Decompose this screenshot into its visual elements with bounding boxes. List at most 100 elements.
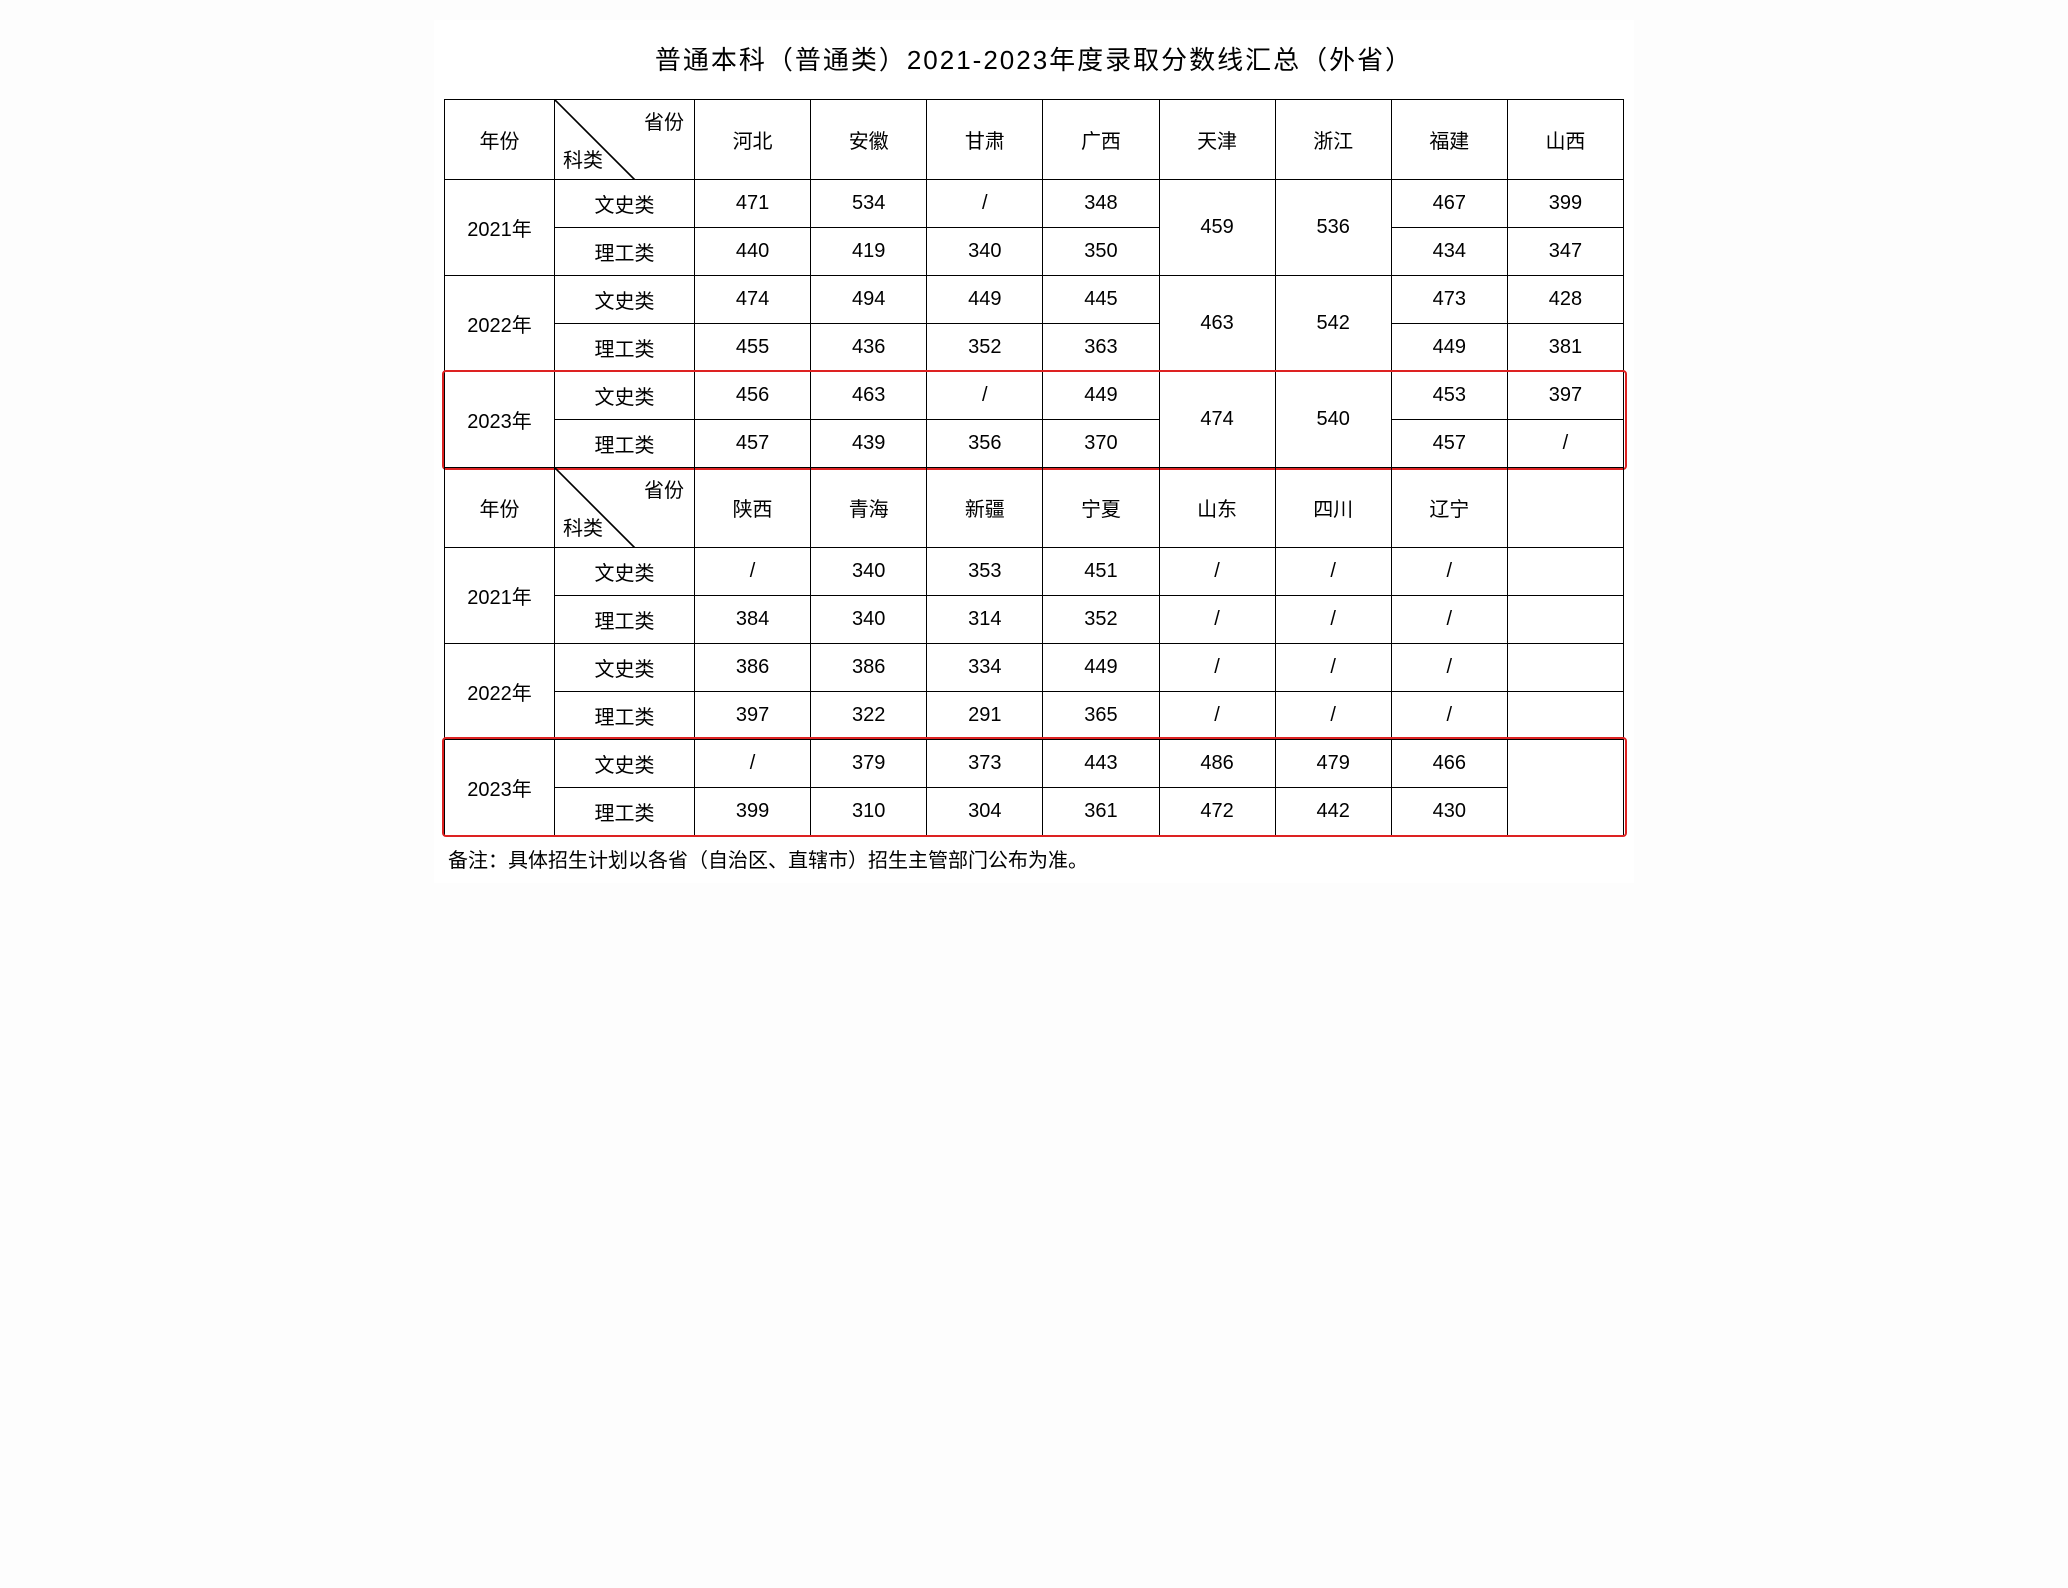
score-cell: / <box>1275 595 1391 643</box>
diag-bottom-label: 科类 <box>563 144 603 173</box>
score-cell: 381 <box>1507 324 1623 372</box>
score-cell: 449 <box>927 276 1043 324</box>
category-cell: 理工类 <box>555 787 695 835</box>
score-cell-merged: 459 <box>1159 180 1275 276</box>
score-cell: 463 <box>811 372 927 420</box>
province-header: 辽宁 <box>1391 467 1507 547</box>
table-row: 理工类457439356370457/ <box>445 420 1624 468</box>
province-header: 山东 <box>1159 467 1275 547</box>
admission-table-2: 年份 省份 科类 陕西 青海 新疆 宁夏 山东 四川 辽宁 2021年文史类 <box>444 467 1624 836</box>
score-cell: 397 <box>1507 372 1623 420</box>
score-cell-merged: 540 <box>1275 372 1391 468</box>
header-diagonal: 省份 科类 <box>555 467 695 547</box>
score-cell: 353 <box>927 547 1043 595</box>
score-cell: 434 <box>1391 228 1507 276</box>
score-cell: 340 <box>811 595 927 643</box>
score-cell: 384 <box>695 595 811 643</box>
score-cell: 474 <box>695 276 811 324</box>
province-header: 河北 <box>695 100 811 180</box>
category-cell: 理工类 <box>555 420 695 468</box>
score-cell: / <box>927 180 1043 228</box>
table1-wrap: 年份 省份 科类 河北 安徽 甘肃 广西 天津 浙江 福建 山西 2021年文 <box>444 99 1624 468</box>
score-cell: 348 <box>1043 180 1159 228</box>
score-cell-merged: 463 <box>1159 276 1275 372</box>
footnote: 备注：具体招生计划以各省（自治区、直辖市）招生主管部门公布为准。 <box>444 844 1624 873</box>
table2-wrap: 年份 省份 科类 陕西 青海 新疆 宁夏 山东 四川 辽宁 2021年文史类 <box>444 467 1624 836</box>
table-row: 2021年文史类/340353451/// <box>445 547 1624 595</box>
score-cell: 334 <box>927 643 1043 691</box>
score-cell: 456 <box>695 372 811 420</box>
score-cell: 361 <box>1043 787 1159 835</box>
year-cell: 2022年 <box>445 643 555 739</box>
score-cell: 457 <box>695 420 811 468</box>
category-cell: 文史类 <box>555 372 695 420</box>
score-cell: / <box>1275 643 1391 691</box>
score-cell: 449 <box>1043 372 1159 420</box>
year-cell: 2021年 <box>445 180 555 276</box>
score-cell: 373 <box>927 739 1043 787</box>
score-cell: 473 <box>1391 276 1507 324</box>
score-cell: 472 <box>1159 787 1275 835</box>
score-cell: 457 <box>1391 420 1507 468</box>
score-cell: / <box>1391 643 1507 691</box>
category-cell: 文史类 <box>555 276 695 324</box>
table-row: 2023年文史类456463/449474540453397 <box>445 372 1624 420</box>
table-row: 理工类384340314352/// <box>445 595 1624 643</box>
score-cell: 443 <box>1043 739 1159 787</box>
score-cell <box>1507 547 1623 595</box>
province-header <box>1507 467 1623 547</box>
category-cell: 文史类 <box>555 643 695 691</box>
province-header: 陕西 <box>695 467 811 547</box>
score-cell: 455 <box>695 324 811 372</box>
score-cell <box>1507 643 1623 691</box>
score-cell: 436 <box>811 324 927 372</box>
score-cell: / <box>1159 595 1275 643</box>
score-cell: 494 <box>811 276 927 324</box>
table-row: 2021年文史类471534/348459536467399 <box>445 180 1624 228</box>
score-cell: 486 <box>1159 739 1275 787</box>
header-diagonal: 省份 科类 <box>555 100 695 180</box>
score-cell: 370 <box>1043 420 1159 468</box>
score-cell: 310 <box>811 787 927 835</box>
table2-header-row: 年份 省份 科类 陕西 青海 新疆 宁夏 山东 四川 辽宁 <box>445 467 1624 547</box>
page-container: 普通本科（普通类）2021-2023年度录取分数线汇总（外省） 年份 省份 科类… <box>434 20 1634 883</box>
table-row: 理工类399310304361472442430 <box>445 787 1624 835</box>
table-row: 2023年文史类/379373443486479466 <box>445 739 1624 787</box>
province-header: 福建 <box>1391 100 1507 180</box>
score-cell: 430 <box>1391 787 1507 835</box>
score-cell: / <box>695 739 811 787</box>
admission-table-1: 年份 省份 科类 河北 安徽 甘肃 广西 天津 浙江 福建 山西 2021年文 <box>444 99 1624 468</box>
year-cell: 2023年 <box>445 739 555 835</box>
score-cell: 451 <box>1043 547 1159 595</box>
province-header: 新疆 <box>927 467 1043 547</box>
score-cell: / <box>695 547 811 595</box>
year-cell: 2023年 <box>445 372 555 468</box>
score-cell: / <box>1391 595 1507 643</box>
year-cell: 2021年 <box>445 547 555 643</box>
score-cell: / <box>1159 691 1275 739</box>
score-cell: 304 <box>927 787 1043 835</box>
score-cell: / <box>1391 547 1507 595</box>
score-cell-merged: 474 <box>1159 372 1275 468</box>
score-cell: 365 <box>1043 691 1159 739</box>
category-cell: 理工类 <box>555 228 695 276</box>
score-cell: 440 <box>695 228 811 276</box>
score-cell: 352 <box>1043 595 1159 643</box>
table-row: 理工类440419340350434347 <box>445 228 1624 276</box>
score-cell: 340 <box>811 547 927 595</box>
category-cell: 文史类 <box>555 547 695 595</box>
province-header: 广西 <box>1043 100 1159 180</box>
table-row: 2022年文史类474494449445463542473428 <box>445 276 1624 324</box>
table1-header-row: 年份 省份 科类 河北 安徽 甘肃 广西 天津 浙江 福建 山西 <box>445 100 1624 180</box>
header-year: 年份 <box>445 467 555 547</box>
score-cell: 386 <box>811 643 927 691</box>
score-cell: 379 <box>811 739 927 787</box>
score-cell: 352 <box>927 324 1043 372</box>
score-cell <box>1507 691 1623 739</box>
score-cell: 350 <box>1043 228 1159 276</box>
score-cell: 291 <box>927 691 1043 739</box>
province-header: 浙江 <box>1275 100 1391 180</box>
province-header: 甘肃 <box>927 100 1043 180</box>
page-title: 普通本科（普通类）2021-2023年度录取分数线汇总（外省） <box>444 40 1624 77</box>
score-cell: / <box>927 372 1043 420</box>
